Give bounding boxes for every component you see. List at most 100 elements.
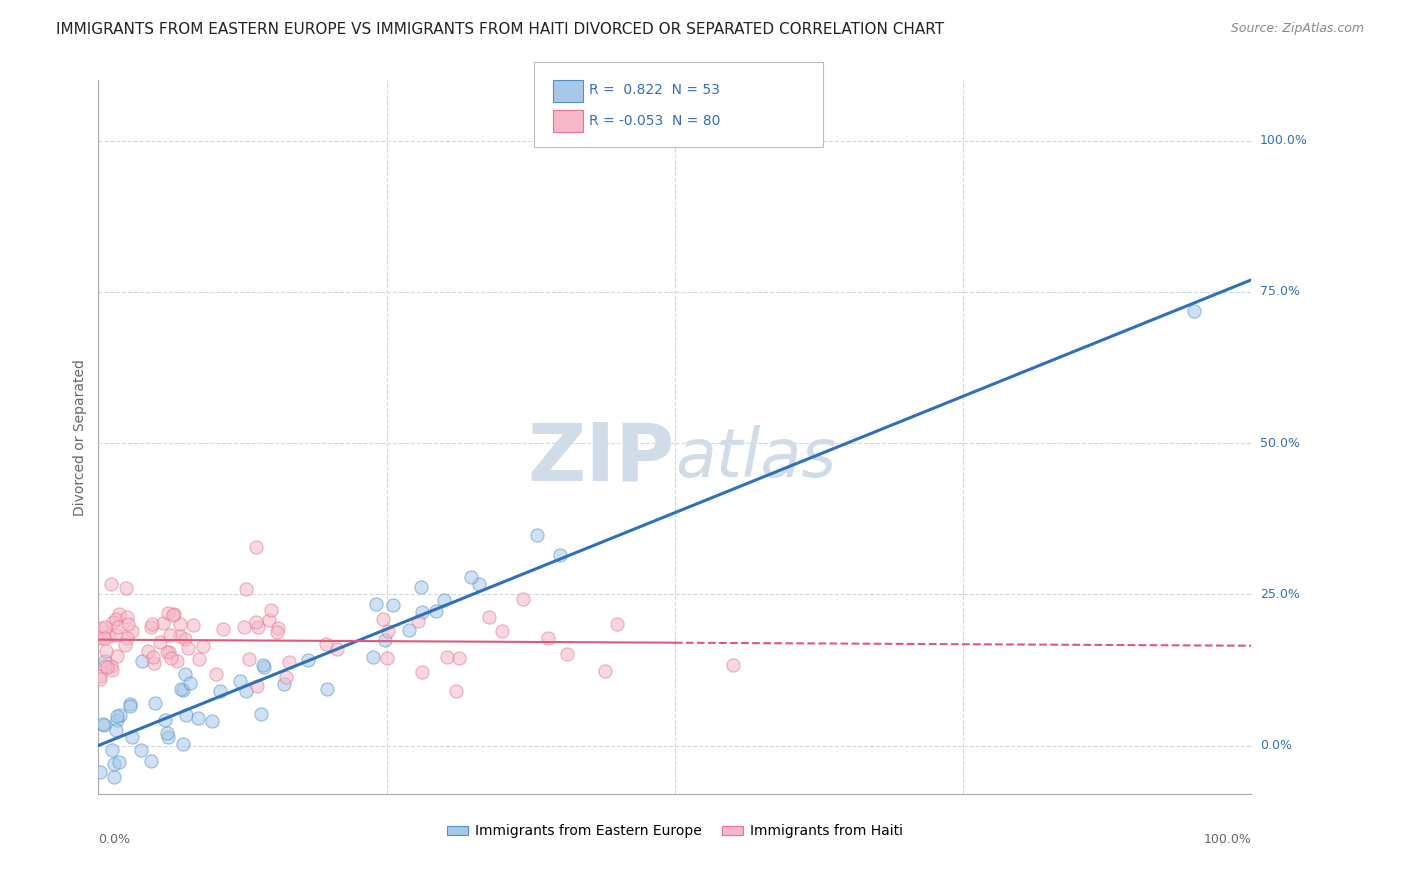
Point (93, 717, 115, 731)
Point (235, 684, 257, 698)
Text: R =  0.822  N = 53: R = 0.822 N = 53 (589, 83, 720, 97)
Point (444, 683, 467, 698)
Point (460, 570, 482, 584)
Text: 100.0%: 100.0% (1204, 833, 1251, 847)
Point (108, 607, 131, 621)
Point (139, 754, 162, 768)
Point (159, 628, 181, 642)
Point (364, 598, 387, 612)
Point (548, 548, 571, 562)
Text: 0.0%: 0.0% (98, 833, 131, 847)
Point (179, 676, 201, 690)
Point (316, 682, 339, 697)
Point (557, 647, 579, 661)
Point (526, 528, 548, 542)
Point (315, 637, 337, 651)
Point (201, 714, 224, 728)
Point (593, 665, 616, 679)
Point (433, 592, 456, 607)
Point (373, 612, 395, 626)
Text: 100.0%: 100.0% (1260, 135, 1308, 147)
Point (89, 672, 111, 686)
Point (721, 658, 744, 673)
Text: IMMIGRANTS FROM EASTERN EUROPE VS IMMIGRANTS FROM HAITI DIVORCED OR SEPARATED CO: IMMIGRANTS FROM EASTERN EUROPE VS IMMIGR… (56, 22, 945, 37)
Point (1182, 303, 1205, 318)
Point (174, 707, 197, 722)
Point (160, 650, 183, 665)
Point (96, 660, 118, 674)
Point (143, 696, 166, 710)
Point (105, 713, 128, 727)
Y-axis label: Divorced or Separated: Divorced or Separated (73, 359, 87, 516)
Point (169, 616, 191, 631)
Text: atlas: atlas (675, 425, 837, 491)
Point (89, 631, 111, 645)
Text: R = -0.053  N = 80: R = -0.053 N = 80 (589, 113, 720, 128)
Point (156, 726, 179, 740)
Point (212, 622, 235, 636)
Point (398, 623, 420, 637)
Point (235, 582, 257, 596)
Point (606, 616, 628, 631)
Point (246, 679, 269, 693)
Point (94, 644, 117, 658)
Point (89, 669, 111, 683)
Point (121, 624, 143, 638)
Point (149, 634, 172, 648)
Point (187, 711, 209, 725)
Point (326, 642, 349, 657)
Point (191, 639, 214, 653)
Point (108, 756, 131, 770)
Point (411, 580, 433, 594)
Point (93, 655, 115, 669)
Point (163, 607, 186, 621)
Point (100, 663, 122, 677)
Point (100, 576, 122, 591)
Point (436, 650, 458, 665)
Point (406, 614, 429, 628)
Point (100, 658, 122, 673)
Text: 50.0%: 50.0% (1260, 436, 1299, 450)
Point (253, 659, 276, 673)
Text: 75.0%: 75.0% (1260, 285, 1299, 299)
Point (537, 631, 560, 645)
Point (278, 655, 301, 669)
Point (131, 654, 153, 668)
Point (114, 581, 136, 595)
Point (170, 681, 193, 696)
Point (103, 756, 125, 771)
Point (478, 609, 501, 624)
Point (166, 654, 188, 668)
Point (101, 743, 124, 757)
Point (172, 737, 194, 751)
Point (94, 658, 117, 673)
Point (425, 604, 447, 618)
Point (229, 673, 252, 688)
Point (141, 616, 163, 631)
Point (381, 598, 404, 612)
Point (129, 743, 152, 757)
Point (153, 714, 176, 728)
Point (273, 676, 295, 690)
Point (411, 665, 433, 679)
Point (468, 577, 491, 591)
Point (208, 684, 231, 698)
Point (114, 638, 136, 652)
Point (183, 617, 205, 632)
Point (120, 697, 142, 711)
Point (375, 651, 398, 665)
Point (94, 620, 117, 634)
Point (105, 612, 128, 626)
Point (107, 620, 129, 634)
Point (205, 666, 228, 681)
Point (512, 592, 534, 607)
Point (245, 541, 267, 555)
Point (246, 620, 269, 634)
Point (104, 627, 127, 641)
Point (156, 730, 179, 744)
Point (238, 652, 260, 666)
Point (93, 631, 115, 645)
Point (120, 699, 142, 714)
Point (101, 615, 124, 630)
Point (104, 723, 127, 738)
